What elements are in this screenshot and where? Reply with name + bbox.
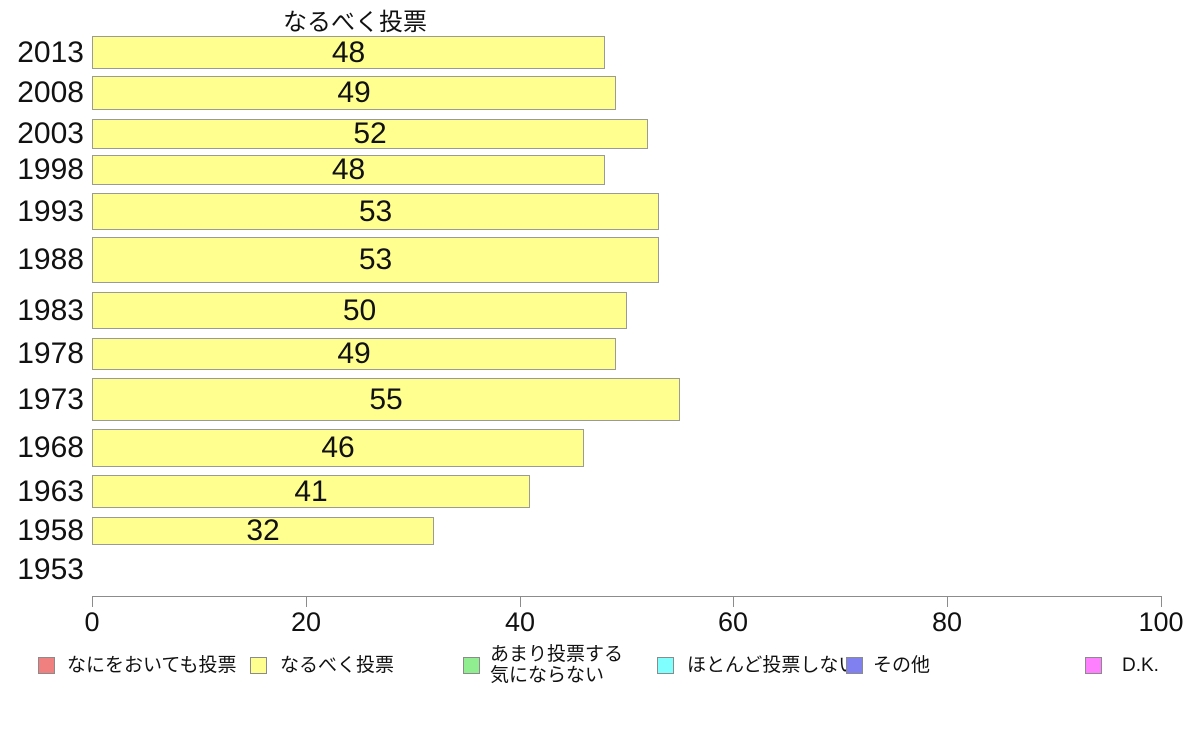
- y-axis-label: 2008: [17, 76, 84, 109]
- y-axis-label: 1953: [17, 552, 84, 586]
- legend-label: その他: [873, 654, 931, 676]
- bar-value-label: 46: [321, 431, 355, 464]
- legend-swatch: [463, 657, 480, 674]
- x-axis-tick-label: 80: [931, 607, 963, 637]
- bar-value-label: 48: [331, 35, 366, 69]
- legend-label: なるべく投票: [280, 654, 395, 676]
- legend-label: なにをおいても投票: [67, 654, 237, 676]
- bar: 32: [92, 514, 434, 547]
- x-axis-tick: [947, 596, 948, 607]
- y-axis-label: 2013: [17, 35, 84, 69]
- x-axis-tick-label: 40: [504, 607, 536, 637]
- x-axis-tick: [1161, 596, 1162, 607]
- x-axis-tick: [733, 596, 734, 607]
- x-axis-tick-label: 60: [717, 607, 749, 637]
- chart-title: なるべく投票: [283, 9, 427, 36]
- x-axis-tick: [520, 596, 521, 607]
- bar: 55: [92, 378, 680, 421]
- bar: 49: [92, 76, 616, 110]
- y-axis-label: 1978: [17, 337, 84, 370]
- y-axis-label: 1988: [17, 243, 84, 276]
- bar-value-label: 53: [358, 194, 393, 228]
- legend-swatch: [38, 657, 55, 674]
- bar: 46: [92, 429, 584, 467]
- legend-swatch: [1085, 657, 1102, 674]
- y-axis-label: 2003: [17, 117, 84, 150]
- y-axis-label: 1958: [17, 514, 84, 547]
- bar-value-label: 53: [358, 243, 393, 276]
- y-axis-label: 1998: [17, 153, 84, 186]
- y-axis-label: 1983: [17, 293, 84, 327]
- legend-label: D.K.: [1122, 654, 1159, 676]
- bar: 48: [92, 155, 605, 185]
- bar: 52: [92, 119, 648, 149]
- bar-value-label: 50: [342, 293, 377, 327]
- bar: 49: [92, 338, 616, 370]
- bar-value-label: 32: [246, 514, 280, 547]
- x-axis-tick-label: 20: [290, 607, 322, 637]
- bar-value-label: 41: [294, 474, 328, 508]
- bar: 53: [92, 237, 659, 283]
- bar-value-label: 55: [369, 382, 403, 416]
- legend-label: ほとんど投票しない: [687, 654, 858, 676]
- legend-swatch: [250, 657, 267, 674]
- y-axis-label: 1963: [17, 474, 84, 508]
- x-axis-tick-label: 100: [1138, 607, 1184, 637]
- x-axis-tick: [92, 596, 93, 607]
- bar-value-label: 49: [337, 337, 371, 370]
- x-axis-tick-label: 0: [84, 607, 100, 637]
- bar-value-label: 52: [353, 117, 387, 150]
- legend-label: あまり投票する 気にならない: [490, 644, 624, 686]
- bar-value-label: 48: [331, 153, 366, 186]
- legend-swatch: [846, 657, 863, 674]
- bar: 48: [92, 36, 605, 69]
- x-axis-tick: [306, 596, 307, 607]
- bar: 41: [92, 475, 530, 508]
- legend-swatch: [657, 657, 674, 674]
- y-axis-label: 1968: [17, 431, 84, 464]
- bar: 50: [92, 292, 627, 329]
- x-axis-line: [92, 596, 1161, 597]
- bar-value-label: 49: [337, 76, 371, 109]
- y-axis-label: 1993: [17, 194, 84, 228]
- y-axis-label: 1973: [17, 382, 84, 416]
- bar: 53: [92, 193, 659, 230]
